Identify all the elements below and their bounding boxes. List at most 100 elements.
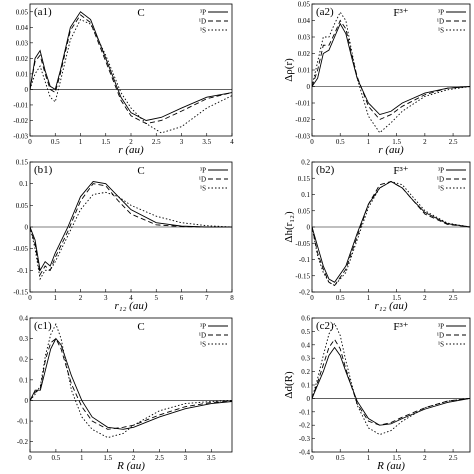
- series-line: [30, 191, 232, 281]
- x-tick-label: 3: [184, 454, 188, 462]
- y-tick-label: 0: [307, 395, 311, 403]
- legend-label: ¹D: [199, 176, 206, 184]
- series-line: [312, 11, 470, 134]
- panel: 0 0.5 1 1.5 2 2.5 -0.2 -0.15 -0.1 -0.05 0 0.05 0.1 0.…: [283, 159, 471, 312]
- y-tick-label: 0: [25, 224, 29, 232]
- x-tick-label: 0: [310, 454, 314, 462]
- y-tick-label: -0.05: [295, 240, 310, 248]
- y-tick-label: -0.2: [299, 289, 311, 297]
- y-tick-label: 0.04: [298, 17, 311, 25]
- x-tick-label: 3.5: [202, 138, 211, 146]
- frame: [311, 317, 471, 453]
- y-tick-label: -0.4: [299, 449, 311, 457]
- x-tick-label: 2.5: [449, 294, 458, 302]
- series-line: [312, 180, 470, 283]
- frame: [311, 3, 471, 137]
- x-tick-label: 4: [230, 138, 234, 146]
- x-tick-label: 1.5: [392, 454, 401, 462]
- x-tick-label: 4: [129, 294, 133, 302]
- y-tick-label: 0.15: [16, 159, 29, 167]
- y-tick-label: -0.1: [17, 418, 29, 426]
- legend-label: ¹S: [200, 341, 206, 349]
- legend-label: ¹S: [438, 185, 444, 193]
- y-tick-label: 0.2: [19, 356, 28, 364]
- x-tick-label: 3: [104, 294, 108, 302]
- legend-label: ¹S: [438, 27, 444, 35]
- y-tick-label: 0.05: [298, 1, 311, 9]
- panel-label: (a2): [316, 6, 334, 18]
- y-tick-label: 0: [25, 86, 29, 94]
- x-axis-label: r₁₂ (au): [114, 300, 147, 312]
- y-tick-label: -0.15: [13, 289, 28, 297]
- x-tick-label: 0.5: [336, 294, 345, 302]
- y-tick-label: 0: [307, 224, 311, 232]
- x-tick-label: 0.5: [51, 138, 60, 146]
- legend-label: ³P: [438, 167, 444, 175]
- y-tick-label: 0.02: [16, 55, 29, 63]
- x-tick-label: 1.5: [103, 454, 112, 462]
- legend-label: ¹D: [199, 332, 206, 340]
- x-tick-label: 6: [180, 294, 184, 302]
- series-line: [312, 338, 470, 426]
- x-tick-label: 0.5: [336, 138, 345, 146]
- legend-label: ¹S: [438, 341, 444, 349]
- series-line: [30, 181, 232, 272]
- legend-label: ³P: [438, 323, 444, 331]
- element-label: C: [137, 7, 144, 19]
- x-tick-label: 1: [80, 454, 84, 462]
- series-line: [30, 323, 232, 439]
- element-label: F³⁺: [393, 165, 408, 177]
- series-line: [312, 181, 470, 287]
- y-tick-label: 0.1: [301, 191, 310, 199]
- y-tick-label: 0.6: [301, 315, 310, 323]
- frame: [311, 161, 471, 293]
- y-tick-label: 0: [25, 397, 29, 405]
- legend-label: ¹D: [437, 332, 444, 340]
- y-tick-label: 0.2: [301, 368, 310, 376]
- x-tick-label: 5: [155, 294, 159, 302]
- y-tick-label: 0.3: [301, 355, 310, 363]
- series-line: [30, 18, 232, 134]
- x-tick-label: 0.5: [52, 454, 61, 462]
- series-line: [312, 346, 470, 426]
- panel: 0 0.5 1 1.5 2 2.5 -0.03 -0.02 -0.01 0 0.01 0.02 0.03…: [283, 1, 471, 156]
- x-tick-label: 8: [230, 294, 234, 302]
- x-tick-label: 2.5: [152, 138, 161, 146]
- y-tick-label: 0.4: [301, 341, 310, 349]
- x-tick-label: 1: [367, 138, 371, 146]
- x-tick-label: 2: [129, 138, 133, 146]
- y-tick-label: 0.2: [301, 159, 310, 167]
- x-tick-label: 0: [28, 138, 32, 146]
- legend-label: ¹D: [437, 176, 444, 184]
- x-tick-label: 1: [54, 294, 58, 302]
- series-line: [312, 22, 470, 116]
- x-tick-label: 2: [423, 294, 427, 302]
- y-tick-label: -0.1: [17, 267, 29, 275]
- x-tick-label: 1.5: [101, 138, 110, 146]
- y-tick-label: 0.05: [16, 202, 29, 210]
- y-tick-label: -0.05: [13, 245, 28, 253]
- panel: 0 1 2 3 4 5 6 7 8 -0.15 -0.1 -0.05 0 0.05 0.1 0.15 ³P¹D¹…: [13, 159, 234, 313]
- y-tick-label: 0.1: [301, 382, 310, 390]
- x-tick-label: 2: [423, 138, 427, 146]
- legend-label: ¹S: [200, 185, 206, 193]
- frame: [29, 161, 233, 293]
- element-label: F³⁺: [393, 321, 408, 333]
- x-tick-label: 2: [79, 294, 83, 302]
- y-tick-label: 0.3: [19, 335, 28, 343]
- series-line: [312, 322, 470, 436]
- y-tick-label: -0.15: [295, 272, 310, 280]
- y-tick-label: -0.01: [295, 100, 310, 108]
- legend-label: ³P: [200, 167, 206, 175]
- y-axis-label: Δρ(r): [283, 58, 295, 82]
- y-tick-label: -0.3: [299, 435, 311, 443]
- y-tick-label: -0.03: [295, 133, 310, 141]
- x-tick-label: 1: [367, 294, 371, 302]
- y-tick-label: -0.02: [13, 117, 28, 125]
- y-tick-label: 0.4: [19, 315, 28, 323]
- x-axis-label: r (au): [378, 144, 404, 156]
- legend-label: ¹S: [200, 27, 206, 35]
- x-tick-label: 1: [367, 454, 371, 462]
- legend-label: ³P: [200, 9, 206, 17]
